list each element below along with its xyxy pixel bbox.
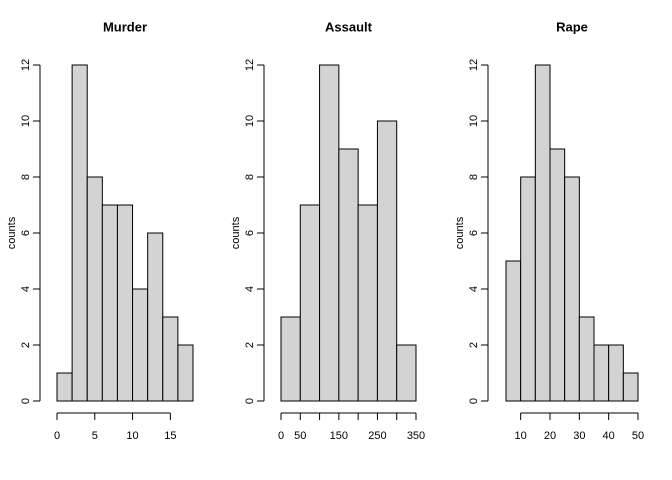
bar	[534, 64, 551, 402]
bar	[564, 176, 580, 402]
y-tick-label: 0	[20, 398, 32, 404]
bar	[147, 232, 164, 402]
x-tick-label: 5	[92, 430, 98, 442]
bar	[162, 316, 179, 402]
y-tick-label: 2	[468, 342, 480, 348]
bar	[622, 372, 639, 402]
bar	[338, 148, 359, 402]
bar	[608, 344, 624, 402]
bar	[593, 344, 610, 402]
bar	[56, 372, 73, 402]
y-tick-label: 8	[468, 174, 480, 180]
x-tick-label: 150	[330, 430, 348, 442]
y-tick-label: 0	[244, 398, 256, 404]
bar	[396, 344, 417, 402]
x-tick-label: 50	[294, 430, 306, 442]
y-tick-label: 6	[244, 230, 256, 236]
chart-title: Murder	[103, 19, 147, 34]
x-tick-label: 20	[544, 430, 556, 442]
bar	[549, 148, 566, 402]
y-tick-label: 8	[244, 174, 256, 180]
x-tick-label: 0	[54, 430, 60, 442]
x-tick-label: 40	[603, 430, 615, 442]
x-tick-label: 15	[164, 430, 176, 442]
chart-title: Assault	[325, 19, 373, 34]
y-tick-label: 10	[244, 115, 256, 127]
y-tick-label: 2	[244, 342, 256, 348]
bar	[86, 176, 103, 402]
chart-title: Rape	[556, 19, 588, 34]
y-tick-label: 4	[244, 286, 256, 292]
bar	[376, 120, 398, 402]
bar	[299, 204, 321, 402]
y-tick-label: 2	[20, 342, 32, 348]
y-tick-label: 12	[468, 59, 480, 71]
bar	[71, 64, 88, 402]
x-tick-label: 0	[278, 430, 284, 442]
y-axis-label: counts	[6, 216, 18, 249]
y-tick-label: 12	[244, 59, 256, 71]
y-tick-label: 6	[20, 230, 32, 236]
bar	[357, 204, 378, 402]
x-tick-label: 10	[126, 430, 138, 442]
bar	[132, 288, 149, 402]
bar	[578, 316, 595, 402]
x-tick-label: 10	[515, 430, 527, 442]
x-tick-label: 350	[407, 430, 425, 442]
bar	[520, 176, 536, 402]
x-tick-label: 50	[632, 430, 644, 442]
y-tick-label: 4	[468, 286, 480, 292]
bar	[319, 64, 340, 402]
bar	[116, 204, 134, 402]
bar	[280, 316, 301, 402]
y-tick-label: 12	[20, 59, 32, 71]
bar	[505, 260, 522, 402]
y-tick-label: 0	[468, 398, 480, 404]
y-axis-label: counts	[454, 216, 466, 249]
y-tick-label: 8	[20, 174, 32, 180]
y-tick-label: 10	[20, 115, 32, 127]
y-axis-label: counts	[230, 216, 242, 249]
bar	[177, 344, 194, 402]
x-tick-label: 250	[368, 430, 386, 442]
y-tick-label: 10	[468, 115, 480, 127]
y-tick-label: 6	[468, 230, 480, 236]
y-tick-label: 4	[20, 286, 32, 292]
x-tick-label: 30	[573, 430, 585, 442]
bar	[101, 204, 118, 402]
